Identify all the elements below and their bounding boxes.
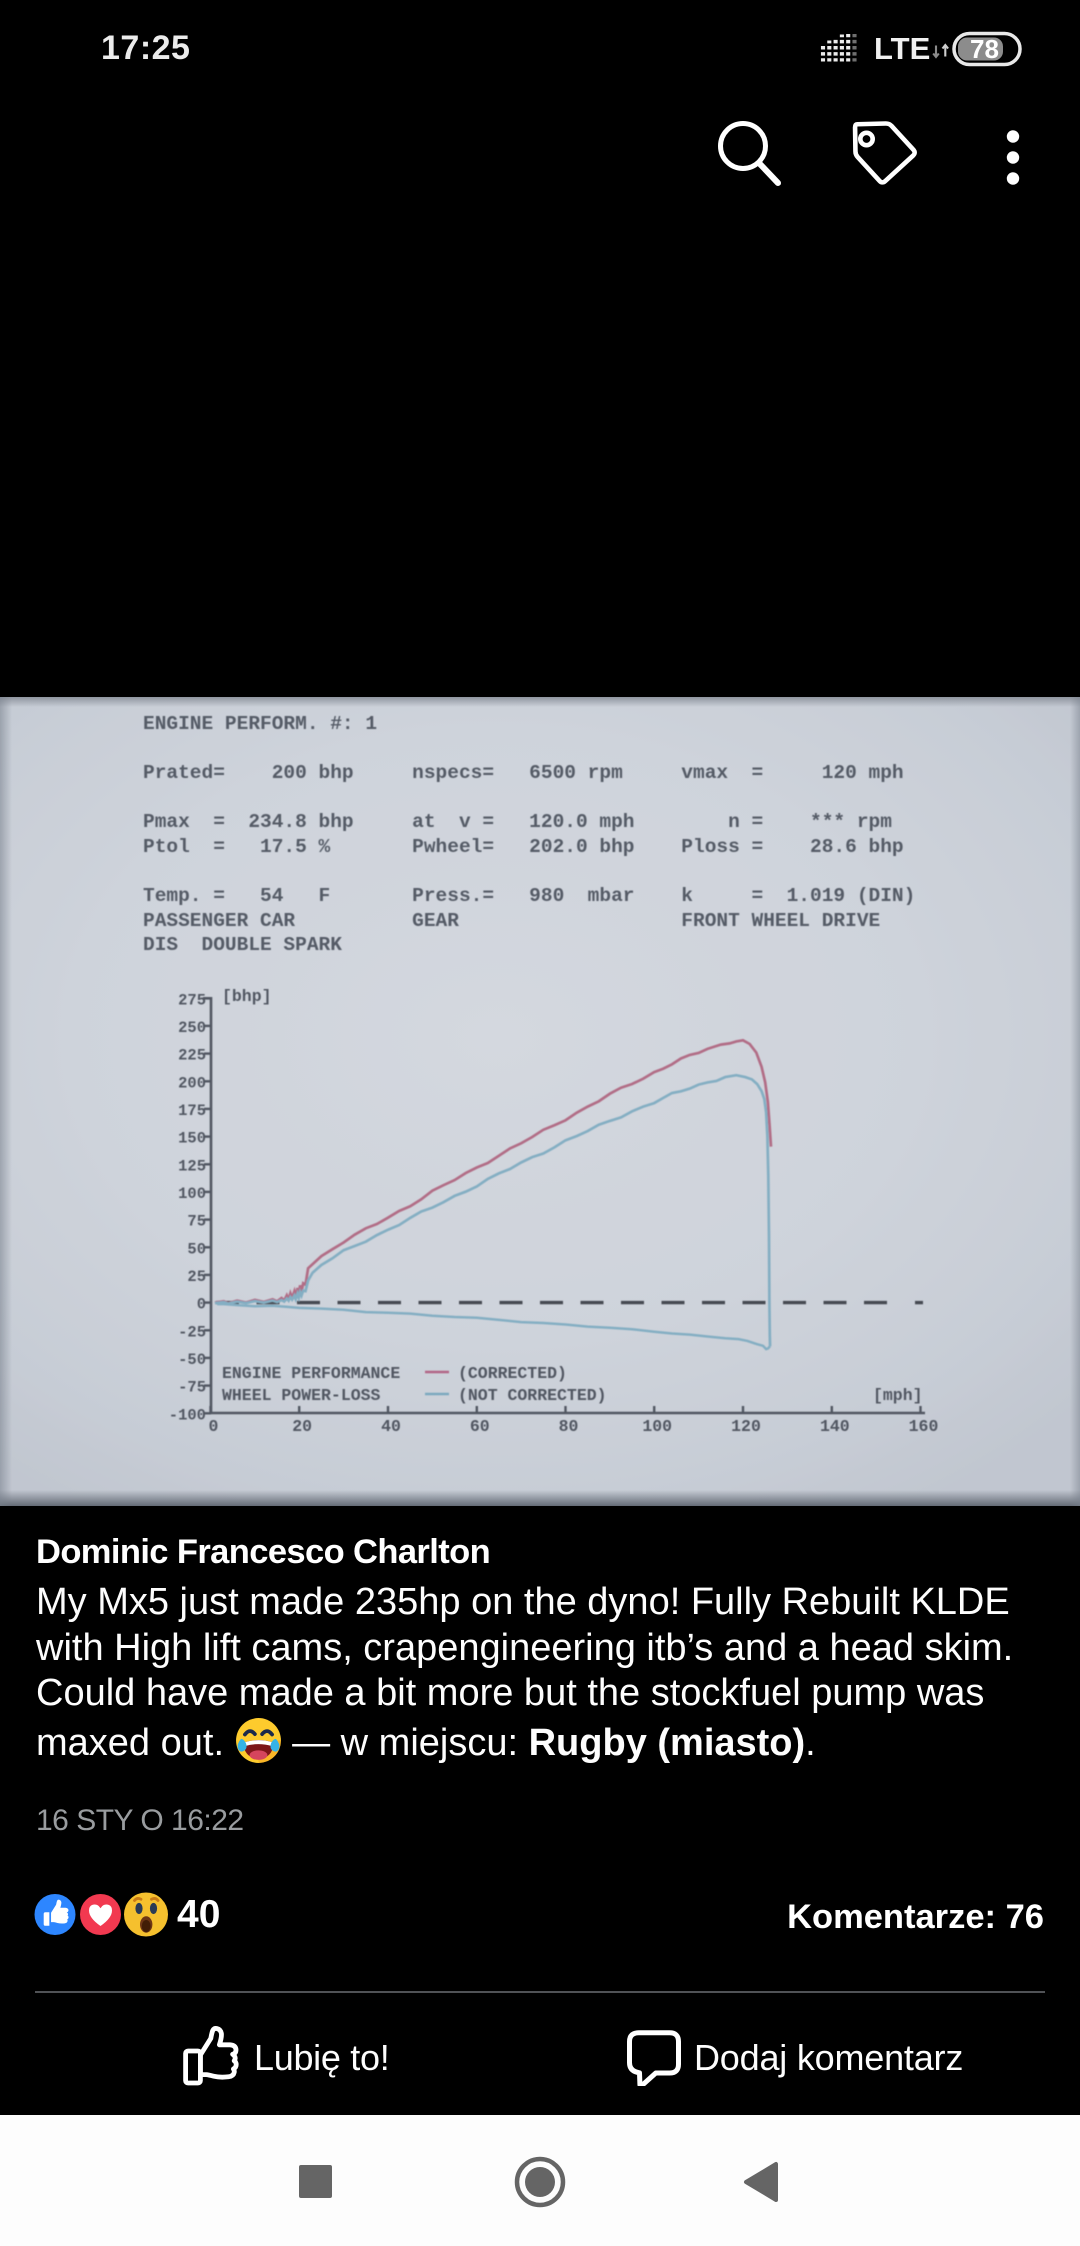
svg-text:78: 78 [970,34,999,64]
svg-text:LTE: LTE [874,31,930,66]
